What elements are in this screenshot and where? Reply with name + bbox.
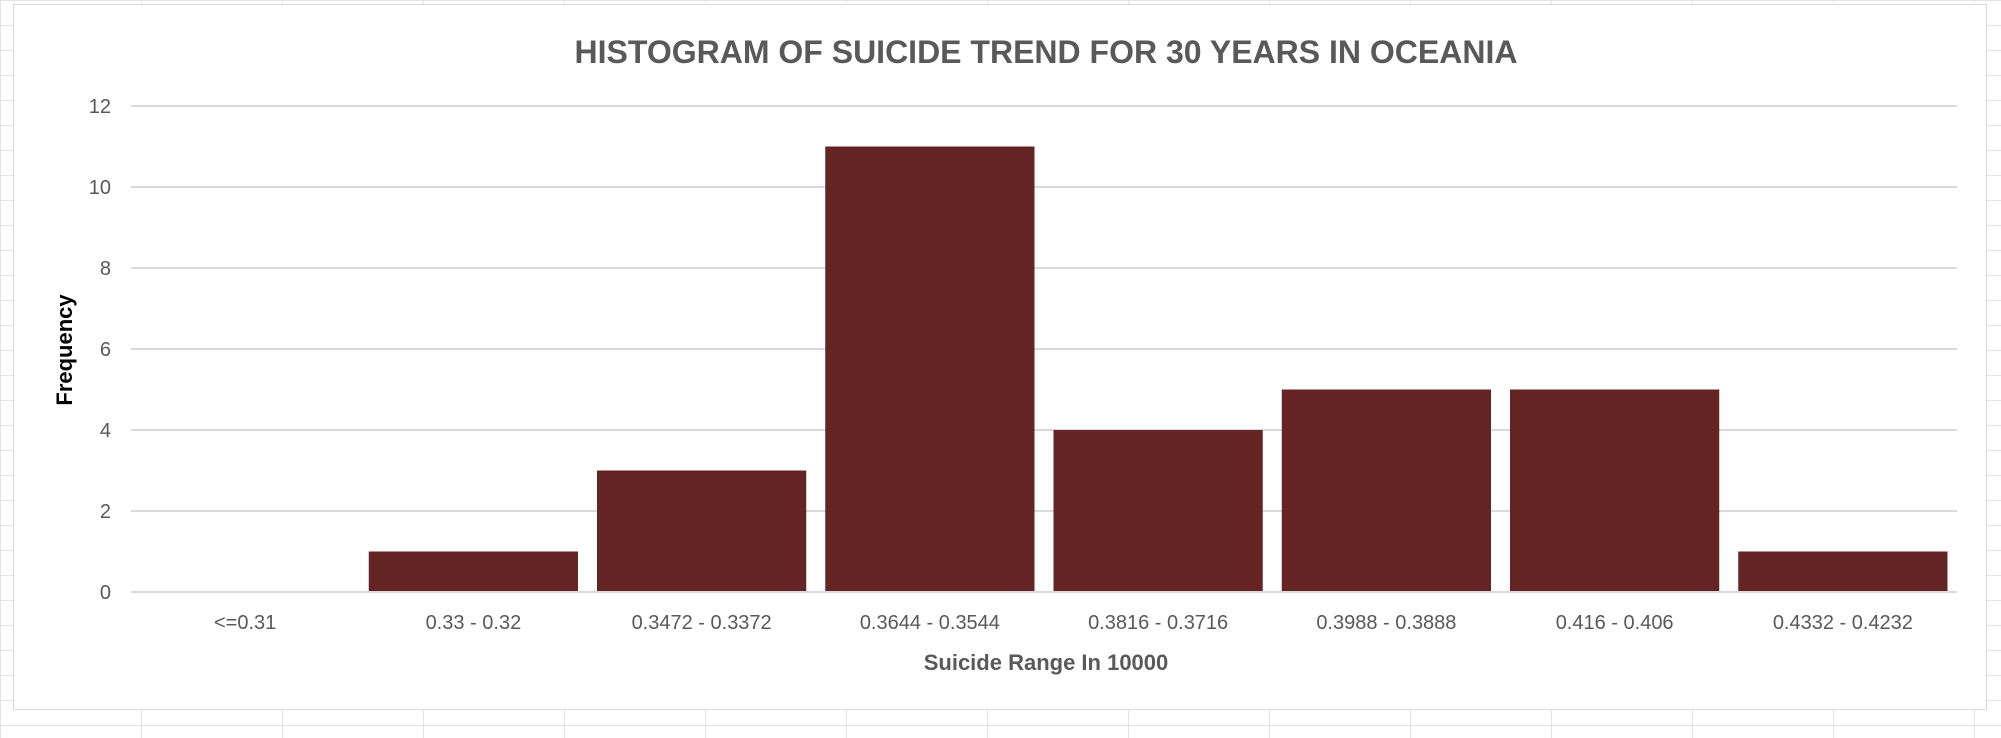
histogram-bar	[597, 470, 807, 592]
x-tick-label: 0.3644 - 0.3544	[860, 612, 1000, 634]
y-tick-label: 4	[100, 420, 111, 442]
histogram-chart: HISTOGRAM OF SUICIDE TREND FOR 30 YEARS …	[52, 34, 1957, 675]
y-tick-label: 0	[100, 582, 111, 604]
y-axis-label: Frequency	[52, 294, 77, 406]
histogram-bar	[825, 146, 1035, 592]
y-tick-label: 12	[89, 96, 111, 118]
x-tick-label: 0.3472 - 0.3372	[632, 612, 772, 634]
histogram-bar	[368, 551, 578, 592]
x-tick-label: 0.33 - 0.32	[426, 612, 522, 634]
x-axis-ticks: <=0.31 0.33 - 0.32 0.3472 - 0.3372 0.3644 -…	[214, 612, 1913, 634]
y-tick-label: 8	[100, 258, 111, 280]
x-axis-label: Suicide Range In 10000	[924, 650, 1169, 675]
chart-area[interactable]: HISTOGRAM OF SUICIDE TREND FOR 30 YEARS …	[13, 4, 1987, 710]
x-tick-label: 0.3988 - 0.3888	[1316, 612, 1456, 634]
y-tick-label: 2	[100, 501, 111, 523]
gridlines	[131, 105, 1957, 512]
histogram-bar	[1053, 430, 1263, 592]
histogram-bar	[1738, 551, 1948, 592]
x-tick-label: 0.416 - 0.406	[1556, 612, 1674, 634]
x-tick-label: <=0.31	[214, 612, 276, 634]
y-axis-ticks: 0 2 4 6 8 10 12	[89, 96, 111, 604]
histogram-bar	[1281, 389, 1491, 592]
y-tick-label: 6	[100, 339, 111, 361]
y-tick-label: 10	[89, 177, 111, 199]
histogram-bar	[1510, 389, 1720, 592]
chart-title: HISTOGRAM OF SUICIDE TREND FOR 30 YEARS …	[575, 34, 1518, 70]
bars	[368, 146, 1948, 592]
x-tick-label: 0.3816 - 0.3716	[1088, 612, 1228, 634]
x-tick-label: 0.4332 - 0.4232	[1773, 612, 1913, 634]
